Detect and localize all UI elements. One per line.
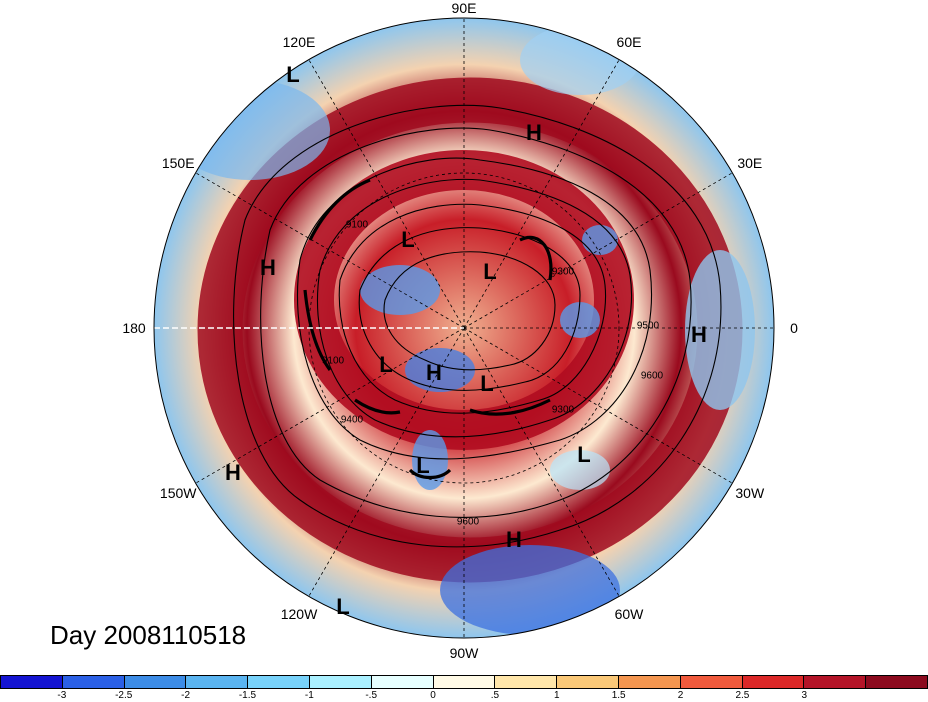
longitude-label: 30E	[737, 155, 763, 171]
colorbar-segment	[804, 676, 867, 688]
colorbar-tick-label: 3	[801, 690, 808, 701]
contour-value-label: 9100	[321, 355, 345, 367]
contour-value-label: 9300	[551, 404, 575, 416]
colorbar-tick-label: -2	[181, 690, 191, 701]
colorbar-segment	[680, 676, 743, 688]
colorbar-tick-label: 2.5	[735, 690, 750, 701]
colorbar-segment	[742, 676, 805, 688]
colorbar-segment	[557, 676, 619, 688]
colorbar-segment	[309, 676, 372, 688]
longitude-label: 150W	[159, 485, 197, 501]
colorbar-segment	[866, 676, 927, 688]
colorbar	[0, 675, 928, 689]
colorbar-tick-label: -.5	[365, 690, 378, 701]
longitude-label: 180	[122, 320, 146, 336]
contour-value-label: 9600	[640, 370, 664, 382]
colorbar-tick-label: 0	[430, 690, 436, 701]
longitude-label: 120W	[280, 605, 318, 622]
low-pressure-marker: L	[416, 453, 430, 478]
high-pressure-marker: H	[225, 460, 241, 485]
colorbar-segment	[124, 676, 187, 688]
high-pressure-marker: H	[426, 360, 442, 385]
low-pressure-marker: L	[286, 62, 300, 87]
low-pressure-marker: L	[577, 442, 591, 467]
high-pressure-marker: H	[691, 322, 707, 347]
high-pressure-marker: H	[526, 120, 542, 145]
longitude-label: 90W	[449, 645, 479, 661]
colorbar-tick-label: -1	[304, 690, 314, 701]
map-boundary	[153, 17, 775, 639]
longitude-label: 0	[790, 320, 798, 336]
high-pressure-marker: H	[260, 255, 276, 280]
colorbar-segment	[495, 676, 558, 688]
colorbar-tick-label: -1.5	[238, 690, 257, 701]
high-pressure-marker: H	[506, 527, 522, 552]
low-pressure-marker: L	[483, 259, 497, 284]
colorbar-segment	[618, 676, 681, 688]
colorbar-segment	[62, 676, 125, 688]
colorbar-tick-label: .5	[490, 690, 500, 701]
longitude-label: 60W	[614, 605, 644, 622]
contour-value-label: 9500	[636, 320, 660, 332]
longitude-label: 150E	[161, 155, 195, 171]
colorbar-tick-labels: -3 -2.5 -2 -1.5 -1 -.5 0 .5 1 1.5 2 2.5 3	[0, 690, 928, 702]
low-pressure-marker: L	[401, 227, 415, 252]
longitude-label: 120E	[282, 34, 316, 51]
low-pressure-marker: L	[379, 352, 393, 377]
thick-contours	[303, 178, 553, 480]
height-contours	[233, 104, 722, 548]
colorbar-tick-label: -3	[57, 690, 67, 701]
colorbar-tick-label: 2	[677, 690, 684, 701]
colorbar-segment	[186, 676, 249, 688]
contour-value-label: 9400	[340, 414, 364, 426]
low-pressure-marker: L	[480, 371, 494, 396]
low-pressure-marker: L	[336, 594, 350, 619]
colorbar-tick-label: 1	[554, 690, 560, 701]
colorbar-segment	[433, 676, 496, 688]
day-label: Day 2008110518	[50, 620, 247, 650]
colorbar-tick-label: -2.5	[115, 690, 133, 701]
colorbar-segment	[371, 676, 434, 688]
longitude-label: 90E	[451, 0, 477, 16]
contour-value-label: 9100	[345, 219, 369, 231]
colorbar-tick-label: 1.5	[611, 690, 626, 701]
colorbar-segment	[1, 676, 63, 688]
contour-value-label: 9600	[456, 516, 480, 528]
polar-stereographic-map	[153, 17, 775, 639]
longitude-label: 30W	[735, 485, 765, 501]
colorbar-segment	[248, 676, 310, 688]
contour-value-label: 9300	[551, 266, 575, 278]
longitude-label: 60E	[616, 34, 642, 51]
